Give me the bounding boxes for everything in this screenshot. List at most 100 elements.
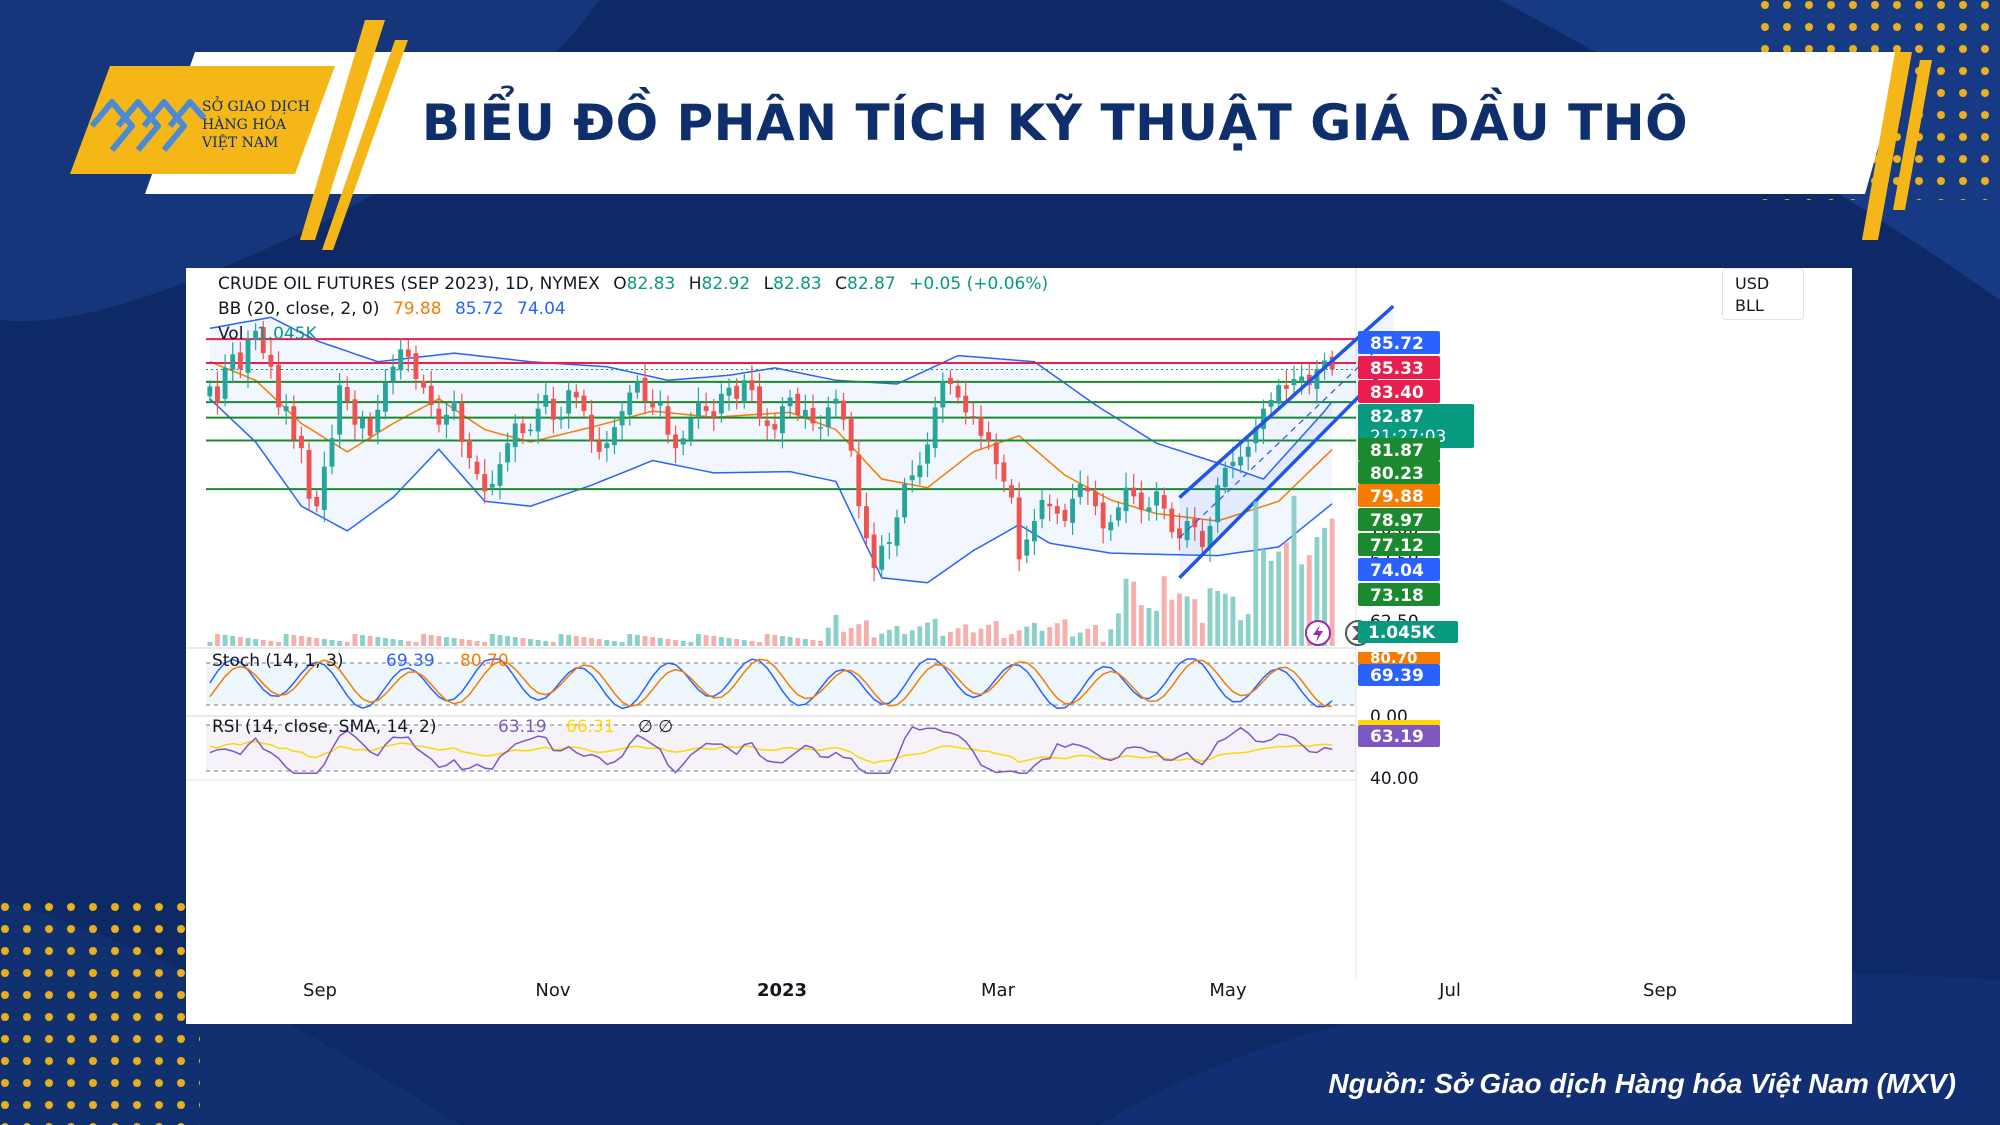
candle-body: [642, 377, 648, 402]
logo-line-1: SỞ GIAO DỊCH: [202, 99, 310, 115]
volume-bar: [1016, 630, 1022, 646]
volume-bar: [696, 634, 701, 646]
candle-body: [1245, 446, 1251, 457]
volume-bar: [871, 637, 877, 646]
candle-body: [688, 418, 694, 441]
candle-body: [833, 398, 839, 404]
candle-body: [550, 398, 556, 420]
rsi-legend-extra: ∅ ∅: [638, 717, 673, 737]
legend-close: 82.87: [847, 274, 896, 294]
volume-bar: [444, 637, 449, 646]
volume-bar: [505, 636, 511, 646]
volume-bar: [734, 639, 740, 646]
price-label-box: [1358, 331, 1440, 354]
volume-bar: [512, 637, 518, 646]
volume-bar: [543, 641, 549, 646]
candle-body: [520, 423, 526, 434]
volume-bar: [718, 637, 724, 646]
time-axis-label: Jul: [1438, 980, 1461, 1001]
currency-unit-button[interactable]: USD BLL: [1722, 268, 1804, 320]
rsi-label-text: 63.19: [1370, 727, 1424, 747]
rsi-line: [209, 725, 1333, 774]
candle-body: [444, 414, 449, 425]
candle-body: [474, 461, 480, 475]
volume-bar: [367, 636, 373, 646]
candle-body: [1100, 502, 1106, 529]
legend-row-bb: BB (20, close, 2, 0) 79.88 85.72 74.04: [218, 299, 574, 319]
volume-bar: [787, 637, 793, 646]
volume-bar: [306, 637, 312, 646]
volume-bar: [925, 622, 930, 646]
logo-line-3: VIỆT NAM: [202, 135, 279, 151]
volume-bar: [749, 641, 755, 646]
volume-bar: [474, 641, 480, 646]
price-label-box: [1358, 533, 1440, 556]
price-label-text: 78.97: [1370, 511, 1424, 531]
volume-bar: [1077, 632, 1083, 646]
price-label-text: 77.12: [1370, 536, 1424, 556]
candle-body: [909, 475, 915, 481]
volume-bar: [1123, 578, 1129, 646]
candle-body: [886, 541, 892, 544]
rsi-ma-label-box: [1358, 720, 1440, 725]
candle-body: [306, 450, 312, 499]
channel-upper-line: [1178, 304, 1395, 499]
volume-bar: [459, 639, 465, 646]
candle-body: [1047, 503, 1053, 507]
candle-body: [245, 339, 251, 373]
volume-bar: [1207, 588, 1213, 646]
candle-body: [703, 406, 709, 412]
candle-body: [413, 353, 419, 380]
candle-body: [253, 330, 259, 340]
flash-icon-bolt: [1313, 625, 1323, 642]
volume-bar: [428, 635, 434, 646]
candle-body: [963, 395, 969, 413]
candle-body: [863, 506, 869, 539]
candle-body: [993, 442, 999, 465]
volume-bar: [833, 614, 839, 646]
legend-vol-value: 1.045K: [256, 324, 317, 344]
candle-body: [260, 327, 266, 354]
candle-body: [558, 417, 564, 420]
candle-body: [497, 464, 503, 486]
volume-bar: [863, 620, 869, 646]
candle-body: [718, 393, 724, 414]
volume-bar: [1276, 551, 1282, 646]
legend-open: 82.83: [626, 274, 676, 294]
bb-upper-line: [209, 316, 1333, 480]
volume-bar: [680, 641, 686, 646]
volume-bar: [841, 631, 846, 646]
volume-bar: [1093, 625, 1098, 646]
volume-bar: [1115, 613, 1121, 646]
volume-bar: [337, 641, 343, 646]
logo-text: SỞ GIAO DỊCH HÀNG HÓA VIỆT NAM: [202, 98, 342, 152]
volume-bar: [1322, 527, 1327, 646]
volume-bar: [1085, 628, 1091, 646]
price-label-box: [1358, 484, 1440, 507]
rsi-legend-ma: 66.31: [566, 717, 615, 737]
candle-body: [230, 354, 236, 370]
volume-bar: [757, 642, 762, 646]
candle-body: [382, 382, 388, 412]
volume-bar: [276, 642, 281, 646]
volume-bar: [795, 638, 801, 646]
candle-body: [581, 395, 587, 412]
price-label-text: 83.40: [1370, 383, 1424, 403]
rsi-legend-value: 63.19: [498, 717, 547, 737]
candle-body: [612, 427, 617, 446]
currency-line-2: BLL: [1735, 296, 1764, 315]
candle-body: [795, 393, 801, 415]
volume-bar: [1238, 620, 1244, 646]
volume-bar: [1024, 626, 1030, 646]
price-label-text: 79.88: [1370, 487, 1424, 507]
volume-bar: [978, 628, 984, 646]
volume-bar: [482, 642, 488, 646]
volume-bar: [230, 636, 236, 646]
channel-mid-line: [1179, 333, 1394, 539]
candle-body: [505, 443, 511, 463]
candle-body: [978, 417, 984, 436]
volume-bar: [1245, 614, 1251, 646]
price-chart[interactable]: 70.0067.5065.0062.5085.7285.3383.4082.87…: [186, 268, 1852, 1024]
candle-body: [780, 406, 785, 434]
price-label-box: [1358, 404, 1474, 448]
